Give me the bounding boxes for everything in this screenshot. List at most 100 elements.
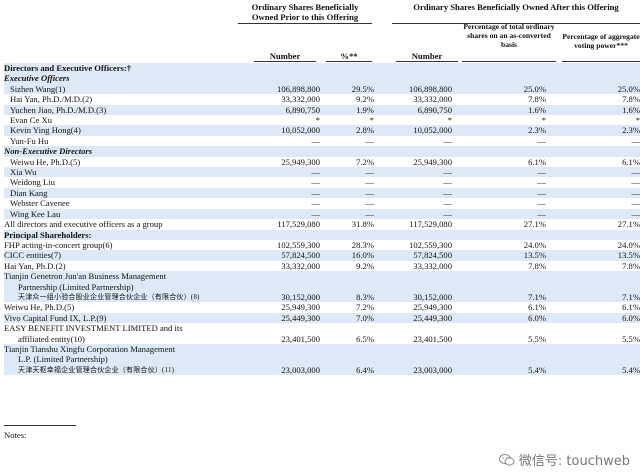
pct-prior-cell <box>320 323 374 333</box>
table-row: Evan Ce Xu * * * * * <box>4 115 640 125</box>
pct-prior-cell: 2.8% <box>320 125 374 136</box>
shares-prior-cell: — <box>254 167 320 178</box>
rule-number-prior <box>254 61 316 62</box>
watermark-text: 微信号: touchweb <box>518 454 630 469</box>
shares-prior-cell: — <box>311 177 320 188</box>
table-row: Webster Cavenee — — — — — <box>4 198 640 208</box>
section-row: Tianjin Tianshu Xingfu Corporation Manag… <box>4 343 640 355</box>
pct-total-cell: — <box>537 135 546 146</box>
table-row: FHP acting-in-concert group(6) 102,559,30… <box>4 240 640 250</box>
shares-prior-cell <box>254 343 320 355</box>
header-pct-voting: Percentage of aggregate voting power*** <box>562 32 640 50</box>
row-label: 天津天枢幸福企业管理合伙企业（有限合伙）(11) <box>4 364 254 376</box>
pct-prior-cell <box>320 271 374 282</box>
pct-voting-cell: — <box>546 208 640 220</box>
section-row: EASY BENEFIT INVESTMENT LIMITED and its <box>4 323 640 333</box>
header-prior-offering: Ordinary Shares Beneficially Owned Prior… <box>251 2 359 22</box>
shares-after-cell <box>374 323 452 333</box>
pct-prior-cell: — <box>365 177 374 188</box>
pct-prior-cell <box>320 354 374 365</box>
pct-prior-cell <box>320 281 374 292</box>
table-row: Wing Kee Lau — — — — — <box>4 208 640 220</box>
pct-voting-cell: 2.3% <box>546 125 640 136</box>
table-row: All directors and executive officers as … <box>4 219 640 229</box>
shares-prior-cell: 102,559,300 <box>277 239 320 250</box>
shares-prior-cell: 57,824,500 <box>254 250 320 261</box>
rule-number-after <box>396 61 458 62</box>
pct-prior-cell: — <box>365 198 374 209</box>
pct-total-cell: 6.1% <box>528 156 546 167</box>
shares-prior-cell <box>254 323 320 333</box>
shares-after-cell: * <box>447 115 452 126</box>
row-label: Executive Officers <box>4 73 254 84</box>
shares-after-cell <box>374 271 452 282</box>
shares-prior-cell: 30,152,000 <box>254 291 320 303</box>
table-row: Weiwu He, Ph.D.(5) 25,949,300 7.2% 25,949,3… <box>4 157 640 167</box>
shares-after-cell <box>374 146 452 157</box>
pct-prior-cell: — <box>320 167 374 178</box>
pct-prior-cell: 7.2% <box>356 156 374 167</box>
section-row: Tianjin Genetron Jun'an Business Managem… <box>4 271 640 282</box>
pct-total-cell <box>452 146 546 157</box>
pct-total-cell: — <box>537 198 546 209</box>
table-row: Vivo Capital Fund IX, L.P.(9) 25,449,300 7… <box>4 312 640 324</box>
table-row: Yun-Fu Hu — — — — — <box>4 136 640 146</box>
pct-total-cell: 24.0% <box>523 239 546 250</box>
row-label: Hai Yan, Ph.D./M.D.(2) <box>10 94 93 105</box>
pct-prior-cell: — <box>320 208 374 220</box>
header-rule-prior <box>238 23 372 24</box>
shares-prior-cell <box>254 146 320 157</box>
section-row: Non-Executive Directors <box>4 146 640 157</box>
pct-voting-cell: 7.8% <box>622 94 640 105</box>
shares-after-cell: 102,559,300 <box>409 239 452 250</box>
row-label: Kevin Ying Hong(4) <box>4 125 254 136</box>
shares-after-cell: 25,949,300 <box>413 302 452 313</box>
pct-total-cell: 25.0% <box>452 83 546 95</box>
row-label: Weidong Liu <box>10 177 55 188</box>
pct-total-cell: 7.8% <box>528 260 546 271</box>
pct-voting-cell <box>546 73 640 84</box>
pct-prior-cell <box>320 229 374 240</box>
pct-total-cell: 6.0% <box>452 312 546 324</box>
shares-after-cell: 106,898,800 <box>374 83 452 95</box>
pct-total-cell: 7.8% <box>528 94 546 105</box>
pct-total-cell <box>452 63 546 74</box>
shares-prior-cell <box>254 281 320 292</box>
pct-voting-cell: 6.1% <box>622 156 640 167</box>
pct-voting-cell: 5.4% <box>546 364 640 376</box>
row-label: FHP acting-in-concert group(6) <box>4 239 113 250</box>
row-label: Webster Cavenee <box>10 198 70 209</box>
pct-voting-cell: 6.1% <box>622 302 640 313</box>
shares-after-cell <box>374 229 452 240</box>
shares-after-cell <box>374 73 452 84</box>
notes-label: Notes: <box>4 430 27 440</box>
pct-voting-cell: — <box>546 167 640 178</box>
shares-after-cell: 10,052,000 <box>374 125 452 136</box>
row-label: Tianjin Genetron Jun'an Business Managem… <box>4 271 254 282</box>
pct-voting-cell: 1.6% <box>546 104 640 116</box>
pct-prior-cell: 6.5% <box>356 333 374 344</box>
pct-total-cell <box>452 229 546 240</box>
pct-prior-cell: — <box>365 135 374 146</box>
pct-total-cell: — <box>537 177 546 188</box>
row-label: Hai Yan, Ph.D.(2) <box>4 260 66 271</box>
pct-voting-cell <box>546 271 640 282</box>
notes-divider <box>4 425 76 426</box>
pct-voting-cell: — <box>631 135 640 146</box>
shares-prior-cell <box>254 271 320 282</box>
table-header: Ordinary Shares Beneficially Owned Prior… <box>0 0 640 64</box>
table-row: Yuchen Jiao, Ph.D./M.D.(3) 6,890,750 1.9% 6… <box>4 104 640 116</box>
shares-prior-cell: 23,003,000 <box>254 364 320 376</box>
table-row: Hai Yan, Ph.D./M.D.(2) 33,332,000 9.2% 33,3… <box>4 94 640 104</box>
shares-after-cell <box>374 281 452 292</box>
table-row: Sizhen Wang(1) 106,898,800 29.5% 106,898,80… <box>4 83 640 95</box>
pct-prior-cell: 28.3% <box>351 239 374 250</box>
pct-voting-cell <box>546 354 640 365</box>
row-label: L.P. (Limited Partnership) <box>4 354 254 365</box>
shares-after-cell: — <box>374 167 452 178</box>
pct-prior-cell <box>320 146 374 157</box>
row-label: All directors and executive officers as … <box>4 219 163 230</box>
row-label: Weiwu He, Ph.D.(5) <box>4 302 75 313</box>
shares-after-cell <box>374 63 452 74</box>
row-label: Principal Shareholders: <box>4 229 254 240</box>
